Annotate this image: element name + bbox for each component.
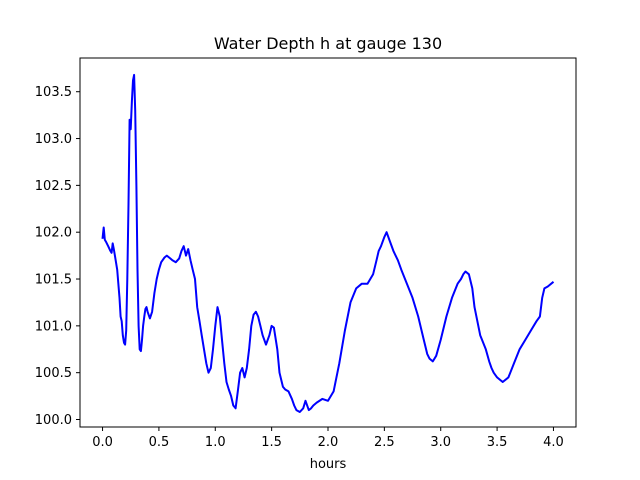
y-tick-label: 100.0 (35, 413, 72, 428)
chart-marks (101, 73, 555, 413)
chart-title: Water Depth h at gauge 130 (214, 34, 442, 53)
x-tick-label: 2.5 (374, 435, 395, 450)
y-tick-label: 102.5 (35, 179, 72, 194)
y-axis-ticks: 100.0 100.5 101.0 101.5 102.0 102.5 103.0 103.5 (35, 85, 80, 428)
x-tick-label: 1.5 (261, 435, 282, 450)
y-tick-label: 100.5 (35, 366, 72, 381)
plot-area (80, 58, 576, 427)
y-tick-label: 102.0 (35, 226, 72, 241)
y-tick-label: 101.5 (35, 273, 72, 288)
x-tick-label: 0.5 (149, 435, 170, 450)
x-tick-label: 2.0 (318, 435, 339, 450)
x-axis-ticks: 0.0 0.5 1.0 1.5 2.0 2.5 3.0 3.5 4.0 (92, 427, 564, 450)
x-tick-label: 1.0 (205, 435, 226, 450)
x-tick-label: 0.0 (92, 435, 113, 450)
y-tick-label: 103.5 (35, 85, 72, 100)
x-tick-label: 4.0 (543, 435, 564, 450)
x-tick-label: 3.5 (487, 435, 508, 450)
x-tick-label: 3.0 (430, 435, 451, 450)
series-line-1 (101, 73, 555, 413)
y-tick-label: 101.0 (35, 319, 72, 334)
x-axis-label: hours (310, 457, 347, 472)
y-tick-label: 103.0 (35, 132, 72, 147)
